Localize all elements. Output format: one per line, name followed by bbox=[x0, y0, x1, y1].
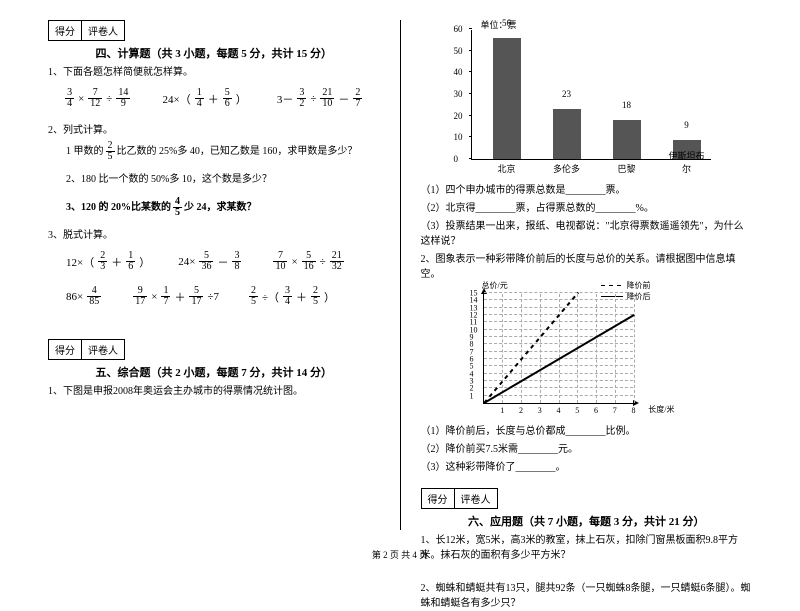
q5-1-1: （1）四个申办城市的得票总数是________票。 bbox=[421, 183, 753, 198]
grader-label: 评卷人 bbox=[82, 21, 124, 40]
q4-2-1: 1 甲数的25比乙数的 25%多 40，已知乙数是 160，求甲数是多少？ bbox=[48, 141, 380, 162]
q5-1-3: （3）投票结果一出来，报纸、电视都说："北京得票数遥遥领先"，为什么这样说？ bbox=[421, 219, 753, 249]
q5-1: 1、下图是申报2008年奥运会主办城市的得票情况统计图。 bbox=[48, 384, 380, 399]
q4-3-row2: 86× 485 917 × 17 ＋ 517 ÷7 25 ÷（34＋25） bbox=[66, 286, 380, 307]
q4-3: 3、脱式计算。 bbox=[48, 228, 380, 243]
score-box-6: 得分 评卷人 bbox=[421, 488, 498, 509]
section-6-title: 六、应用题（共 7 小题，每题 3 分，共计 21 分） bbox=[421, 513, 753, 529]
bar-chart: 单位：票 010203040506056北京23多伦多18巴黎9伊斯坦布尔 bbox=[441, 20, 721, 180]
q6-2: 2、蜘蛛和蜻蜓共有13只，腿共92条（一只蜘蛛8条腿，一只蜻蜓6条腿）。蜘蛛和蜻… bbox=[421, 581, 753, 611]
score-box-5: 得分 评卷人 bbox=[48, 339, 125, 360]
q4-3-row1: 12×（23＋16） 24× 536 － 38 710 × 516 ÷ 2132 bbox=[66, 251, 380, 272]
section-5-title: 五、综合题（共 2 小题，每题 7 分，共计 14 分） bbox=[48, 364, 380, 380]
q5-1-2: （2）北京得________票，占得票总数的________%。 bbox=[421, 201, 753, 216]
q5-2-3: （3）这种彩带降价了________。 bbox=[421, 460, 753, 475]
q5-2: 2、图象表示一种彩带降价前后的长度与总价的关系。请根据图中信息填空。 bbox=[421, 252, 753, 282]
q5-2-2: （2）降价前买7.5米需________元。 bbox=[421, 442, 753, 457]
line-chart: 降价前 降价后 总价/元 长度/米 1234567812345678910111… bbox=[461, 288, 641, 418]
section-4-title: 四、计算题（共 3 小题，每题 5 分，共计 15 分） bbox=[48, 45, 380, 61]
page-footer: 第 2 页 共 4 页 bbox=[0, 548, 800, 561]
q4-1: 1、下面各题怎样简便就怎样算。 bbox=[48, 65, 380, 80]
q4-2-2: 2、180 比一个数的 50%多 10，这个数是多少？ bbox=[48, 172, 380, 187]
q4-1-exprs: 34 × 712 ÷ 149 24×（14 ＋ 56） 3－ 32 ÷ 2110… bbox=[48, 88, 380, 109]
q4-2: 2、列式计算。 bbox=[48, 123, 380, 138]
q5-2-1: （1）降价前后，长度与总价都成________比例。 bbox=[421, 424, 753, 439]
score-label: 得分 bbox=[49, 21, 82, 40]
score-box: 得分 评卷人 bbox=[48, 20, 125, 41]
q4-2-3: 3、120 的 20%比某数的45少 24，求某数？ bbox=[48, 197, 380, 218]
